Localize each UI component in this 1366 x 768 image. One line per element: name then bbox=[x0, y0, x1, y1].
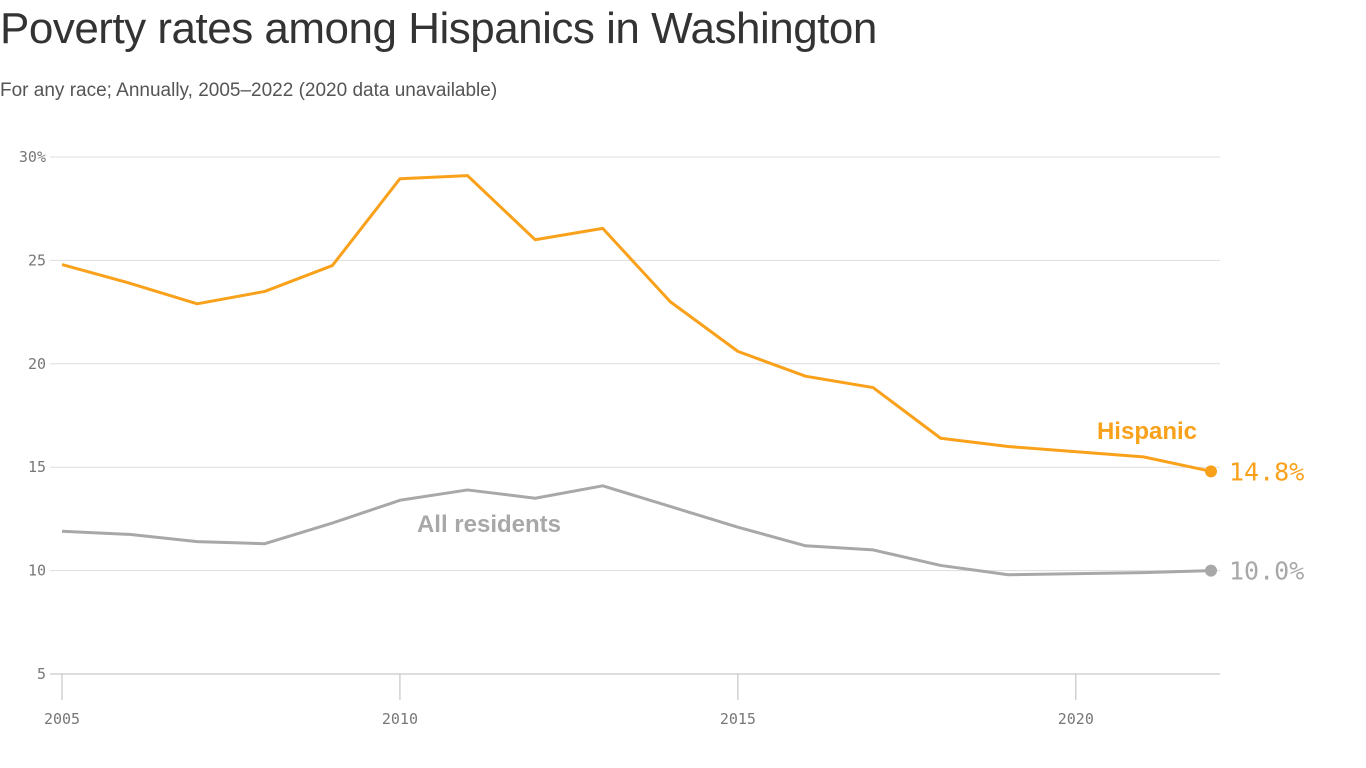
y-tick-label: 5 bbox=[37, 665, 46, 683]
end-point-marker bbox=[1205, 465, 1217, 478]
end-point-marker bbox=[1205, 564, 1217, 577]
series-label-hispanic: Hispanic bbox=[1097, 418, 1197, 445]
y-tick-label: 20 bbox=[28, 355, 46, 373]
chart-title: Poverty rates among Hispanics in Washing… bbox=[0, 4, 877, 53]
x-tick-label: 2005 bbox=[44, 710, 80, 728]
y-tick-label: 15 bbox=[28, 458, 46, 476]
end-value-label: 10.0% bbox=[1229, 557, 1304, 586]
x-tick-label: 2015 bbox=[720, 710, 756, 728]
x-tick-label: 2010 bbox=[382, 710, 418, 728]
chart-subtitle: For any race; Annually, 2005–2022 (2020 … bbox=[0, 80, 498, 101]
series-label-all-residents: All residents bbox=[417, 511, 561, 538]
series-line-all-residents bbox=[61, 484, 1212, 577]
y-tick-label: 10 bbox=[28, 562, 46, 580]
y-tick-label: 25 bbox=[28, 251, 46, 269]
x-tick-label: 2020 bbox=[1058, 710, 1094, 728]
series-line-hispanic bbox=[61, 174, 1212, 473]
y-tick-label: 30% bbox=[19, 148, 46, 166]
end-value-label: 14.8% bbox=[1229, 457, 1304, 486]
